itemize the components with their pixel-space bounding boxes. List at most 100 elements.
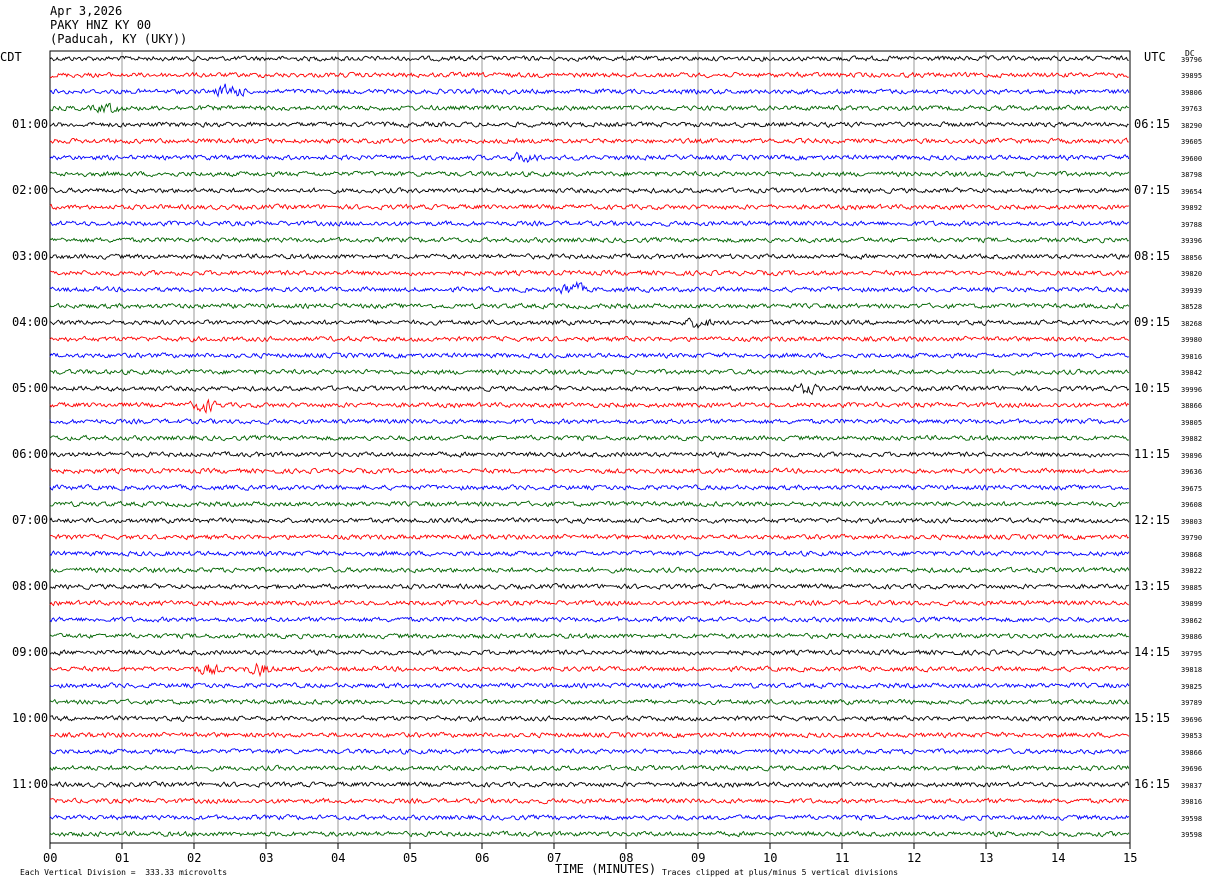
right-time-label: 11:15 xyxy=(1134,446,1171,461)
trace-offset-label: 39608 xyxy=(1181,501,1203,509)
trace-offset-label: 39696 xyxy=(1181,765,1203,773)
trace-offset-label: 39396 xyxy=(1181,237,1203,245)
trace-offset-label: 39842 xyxy=(1181,369,1203,377)
x-tick-label: 02 xyxy=(187,851,202,865)
x-tick-label: 10 xyxy=(763,851,778,865)
trace-line-17 xyxy=(49,317,1129,330)
x-tick-label: 15 xyxy=(1123,851,1138,865)
trace-line-3 xyxy=(49,83,1130,98)
trace-line-37 xyxy=(49,649,1129,656)
trace-offset-label: 39868 xyxy=(1181,550,1203,559)
trace-offset-label: 39795 xyxy=(1181,649,1203,658)
trace-line-16 xyxy=(49,302,1130,310)
trace-offset-label: 39980 xyxy=(1181,336,1203,344)
trace-line-2 xyxy=(49,71,1129,79)
trace-offset-label: 39939 xyxy=(1181,286,1203,295)
trace-offset-label: 39805 xyxy=(1181,418,1203,427)
right-time-label: 08:15 xyxy=(1134,248,1171,263)
trace-offset-label: 39896 xyxy=(1181,451,1203,460)
trace-offset-label: 39892 xyxy=(1181,204,1203,212)
x-tick-label: 05 xyxy=(403,851,418,865)
x-axis-title: TIME (MINUTES) xyxy=(555,862,657,876)
right-time-label: 06:15 xyxy=(1134,116,1171,131)
trace-offset-label: 39605 xyxy=(1181,138,1203,146)
trace-line-43 xyxy=(49,748,1129,755)
trace-line-11 xyxy=(49,220,1130,227)
right-time-label: 13:15 xyxy=(1134,578,1171,593)
trace-group xyxy=(49,55,1130,838)
x-tick-label: 08 xyxy=(619,851,634,865)
trace-offset-label: 39853 xyxy=(1181,732,1203,740)
trace-offset-label: 39675 xyxy=(1181,484,1203,493)
right-time-label: 10:15 xyxy=(1134,380,1171,395)
trace-line-20 xyxy=(49,368,1130,376)
trace-line-8 xyxy=(49,170,1130,178)
trace-line-41 xyxy=(49,715,1130,723)
trace-line-46 xyxy=(50,797,1129,805)
left-time-label: 02:00 xyxy=(12,182,49,197)
trace-line-9 xyxy=(49,187,1130,195)
left-time-label: 07:00 xyxy=(12,512,49,527)
left-time-label: 03:00 xyxy=(12,248,49,263)
trace-line-1 xyxy=(49,55,1129,62)
left-time-label: 05:00 xyxy=(12,380,49,395)
trace-line-36 xyxy=(49,632,1129,640)
trace-offset-label: 39598 xyxy=(1181,831,1203,839)
trace-offset-label: 39789 xyxy=(1181,699,1203,707)
trace-line-23 xyxy=(49,418,1130,425)
trace-line-26 xyxy=(49,467,1130,475)
trace-line-30 xyxy=(49,533,1130,541)
trace-offset-label: 39816 xyxy=(1181,352,1203,361)
trace-offset-label: 39866 xyxy=(1181,748,1203,757)
trace-line-28 xyxy=(49,500,1130,508)
trace-offset-label: 39822 xyxy=(1181,567,1203,575)
trace-offset-label: 39796 xyxy=(1181,55,1203,64)
trace-line-32 xyxy=(49,566,1130,574)
trace-offset-label: 39598 xyxy=(1181,814,1203,823)
x-tick-label: 11 xyxy=(835,851,850,865)
trace-offset-label: 39886 xyxy=(1181,633,1203,641)
trace-offset-label: 39788 xyxy=(1181,220,1203,229)
trace-offset-label: 38268 xyxy=(1181,319,1203,328)
trace-offset-label: 39825 xyxy=(1181,682,1203,691)
x-tick-label: 00 xyxy=(43,851,58,865)
location-title: (Paducah, KY (UKY)) xyxy=(50,32,188,46)
trace-line-13 xyxy=(49,253,1130,260)
trace-line-24 xyxy=(49,434,1129,442)
trace-offset-label: 39820 xyxy=(1181,270,1203,278)
trace-offset-label: 39885 xyxy=(1181,583,1203,592)
left-time-label: 09:00 xyxy=(12,644,49,659)
trace-line-34 xyxy=(49,599,1129,607)
left-time-label: 06:00 xyxy=(12,446,49,461)
trace-line-42 xyxy=(49,731,1130,739)
x-tick-label: 09 xyxy=(691,851,706,865)
trace-offset-label: 39803 xyxy=(1181,517,1203,526)
x-tick-label: 07 xyxy=(547,851,562,865)
right-time-label: 07:15 xyxy=(1134,182,1171,197)
station-title: PAKY HNZ KY 00 xyxy=(50,18,152,32)
trace-line-47 xyxy=(49,814,1130,821)
trace-line-6 xyxy=(49,137,1129,145)
right-time-label: 14:15 xyxy=(1134,644,1171,659)
trace-offset-label: 38528 xyxy=(1181,303,1203,311)
trace-offset-label: 39996 xyxy=(1181,385,1203,394)
trace-line-39 xyxy=(49,682,1130,689)
x-tick-label: 06 xyxy=(475,851,490,865)
x-tick-label: 03 xyxy=(259,851,274,865)
trace-line-31 xyxy=(49,550,1130,557)
x-tick-label: 12 xyxy=(907,851,922,865)
trace-offset-label: 39654 xyxy=(1181,187,1203,196)
right-time-label: 12:15 xyxy=(1134,512,1171,527)
trace-line-14 xyxy=(49,269,1129,277)
trace-line-29 xyxy=(49,517,1130,525)
minute-gridlines xyxy=(121,51,1059,843)
trace-offset-label: 39600 xyxy=(1181,154,1203,163)
trace-line-22 xyxy=(49,398,1130,414)
scale-note: Each Vertical Division = 333.33 microvol… xyxy=(20,868,228,877)
trace-line-10 xyxy=(49,203,1129,211)
trace-offset-label: 39636 xyxy=(1181,468,1203,476)
x-tick-label: 04 xyxy=(331,851,346,865)
left-time-label: 04:00 xyxy=(12,314,49,329)
trace-offset-label: 39837 xyxy=(1181,781,1203,790)
